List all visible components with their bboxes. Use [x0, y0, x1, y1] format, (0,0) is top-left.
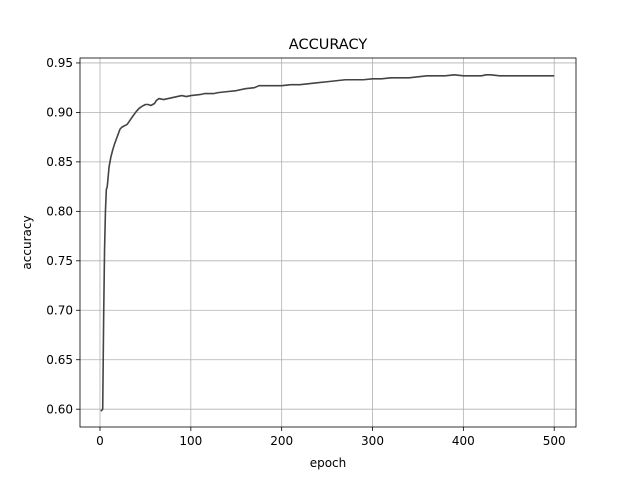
y-tick-label: 0.95	[46, 56, 73, 70]
y-tick-label: 0.90	[46, 106, 73, 120]
x-axis-label: epoch	[310, 456, 347, 470]
x-tick-label: 400	[452, 434, 475, 448]
x-axis-ticks: 0 100 200 300 400 500	[96, 427, 566, 448]
x-tick-label: 300	[361, 434, 384, 448]
y-axis-ticks: 0.60 0.65 0.70 0.75 0.80 0.85 0.90 0.95	[46, 56, 80, 416]
y-tick-label: 0.65	[46, 353, 73, 367]
accuracy-line	[100, 74, 555, 412]
x-tick-label: 100	[179, 434, 202, 448]
y-tick-label: 0.70	[46, 304, 73, 318]
x-tick-label: 500	[543, 434, 566, 448]
grid-lines	[80, 58, 576, 427]
series-layer	[100, 74, 555, 412]
y-tick-label: 0.60	[46, 402, 73, 416]
y-axis-label: accuracy	[20, 215, 34, 269]
x-tick-label: 200	[270, 434, 293, 448]
plot-frame	[79, 57, 577, 428]
chart-title: ACCURACY	[289, 37, 368, 53]
y-tick-label: 0.85	[46, 155, 73, 169]
y-tick-label: 0.80	[46, 205, 73, 219]
x-tick-label: 0	[96, 434, 104, 448]
y-tick-label: 0.75	[46, 254, 73, 268]
